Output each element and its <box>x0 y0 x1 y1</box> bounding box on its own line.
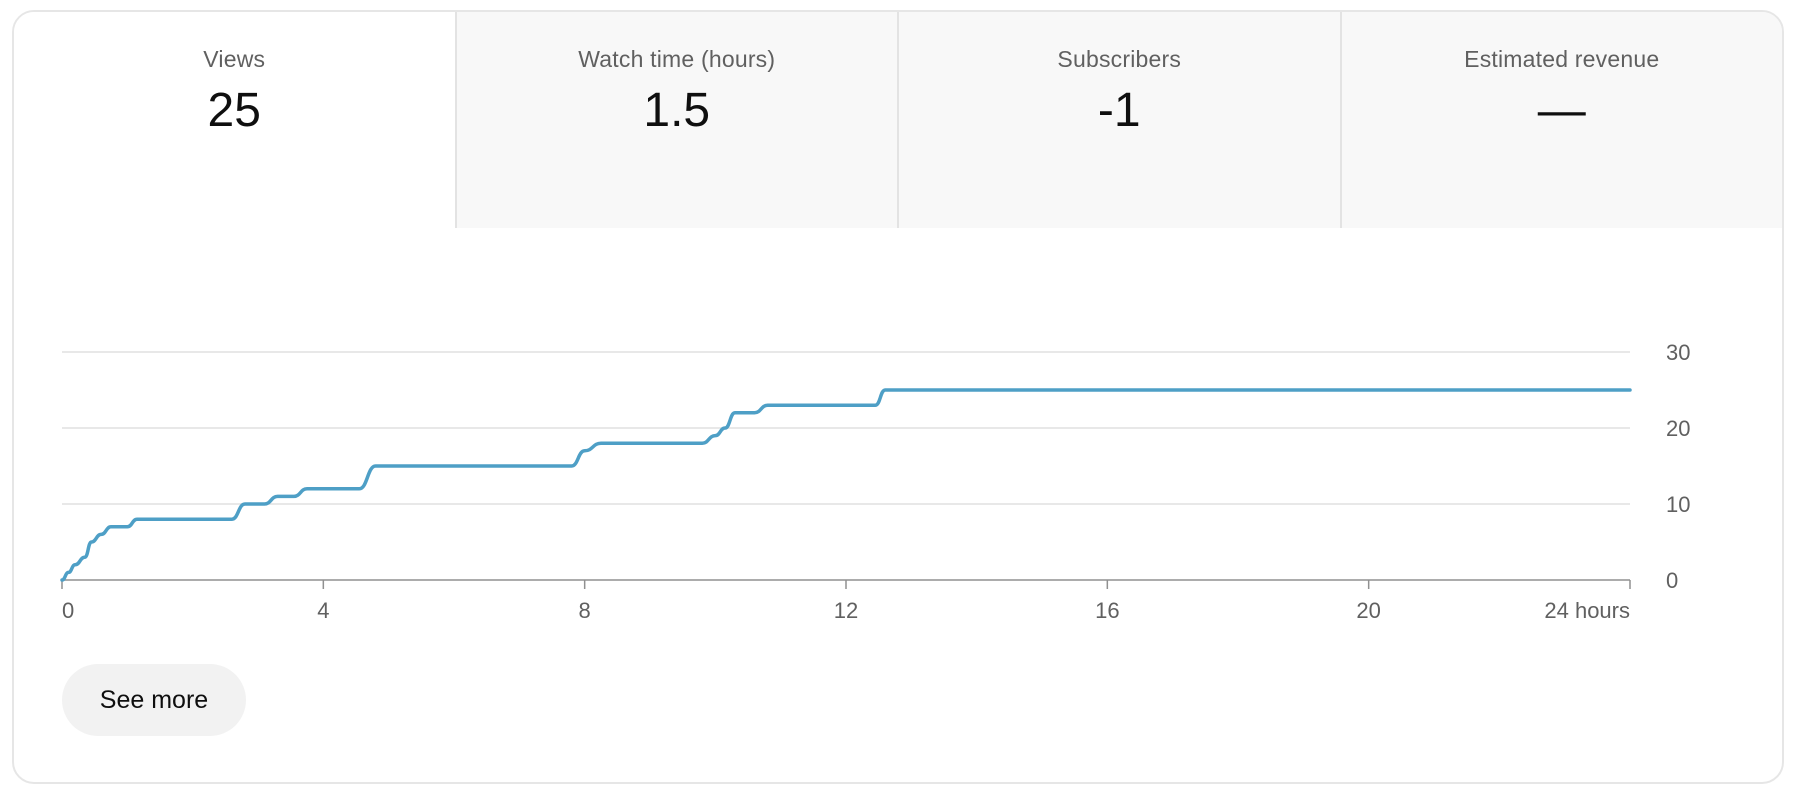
tab-watch-time-value: 1.5 <box>643 84 711 137</box>
metric-tabs: Views 25 Watch time (hours) 1.5 Subscrib… <box>14 12 1782 228</box>
tab-watch-time-label: Watch time (hours) <box>578 46 776 72</box>
tab-subscribers-value: -1 <box>1097 84 1141 137</box>
x-tick-label: 24 hours <box>1544 598 1630 623</box>
tab-subscribers-label: Subscribers <box>1057 46 1182 72</box>
tab-subscribers[interactable]: Subscribers -1 <box>897 12 1340 228</box>
see-more-button[interactable]: See more <box>62 664 246 736</box>
x-tick-label: 20 <box>1356 598 1380 623</box>
x-tick-label: 16 <box>1095 598 1119 623</box>
tab-views[interactable]: Views 25 <box>14 12 455 228</box>
x-tick-label: 4 <box>317 598 329 623</box>
tab-views-value: 25 <box>207 84 261 137</box>
y-tick-label: 10 <box>1666 492 1690 517</box>
analytics-card: Views 25 Watch time (hours) 1.5 Subscrib… <box>12 10 1784 784</box>
tab-watch-time[interactable]: Watch time (hours) 1.5 <box>454 12 897 228</box>
x-tick-label: 0 <box>62 598 74 623</box>
y-tick-label: 20 <box>1666 416 1690 441</box>
y-tick-label: 0 <box>1666 568 1678 593</box>
tab-estimated-revenue-label: Estimated revenue <box>1464 46 1660 72</box>
x-tick-label: 8 <box>579 598 591 623</box>
series-line-views <box>60 388 1632 582</box>
views-chart: 0 10 20 30 0 4 8 12 16 20 24 hours <box>14 228 1782 668</box>
x-tick-label: 12 <box>834 598 858 623</box>
y-tick-label: 30 <box>1666 340 1690 365</box>
tab-estimated-revenue[interactable]: Estimated revenue — <box>1339 12 1782 228</box>
tab-views-label: Views <box>203 46 266 72</box>
views-chart-svg: 0 10 20 30 0 4 8 12 16 20 24 hours <box>60 340 1690 623</box>
tab-estimated-revenue-value: — <box>1537 84 1586 137</box>
